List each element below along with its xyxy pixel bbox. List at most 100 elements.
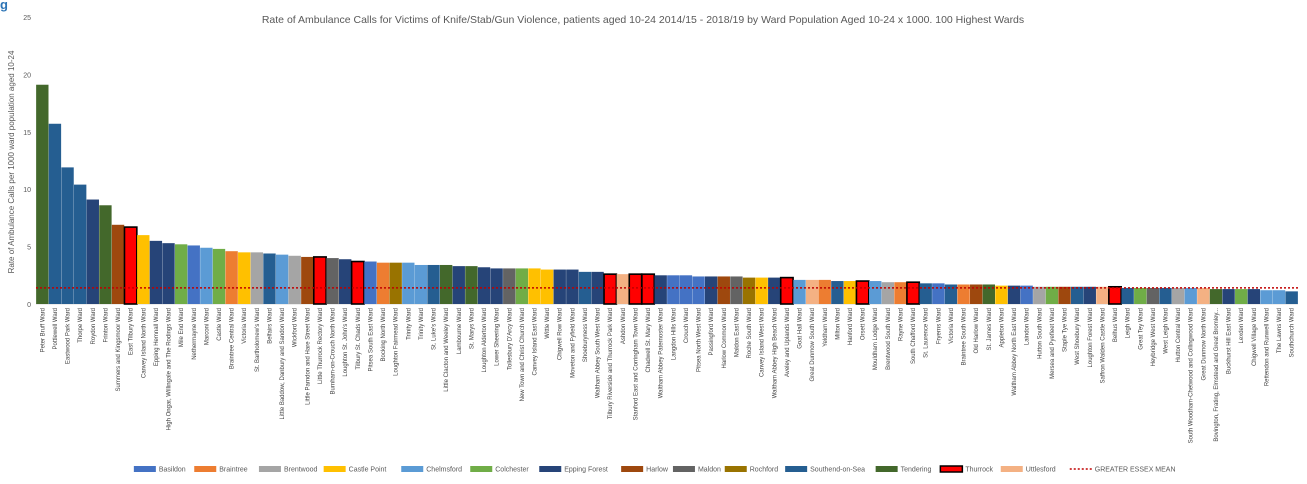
bar xyxy=(982,284,995,304)
x-tick-label: Victoria Ward xyxy=(949,308,955,344)
x-tick-label: Little Baddow, Danbury and Sandon Ward xyxy=(280,308,286,420)
x-tick-label: Great Dunmow South Ward xyxy=(810,308,816,381)
bar xyxy=(742,277,756,304)
bar xyxy=(503,268,516,304)
x-tick-label: Thorpe Ward xyxy=(78,308,84,343)
bar xyxy=(906,281,921,305)
x-tick-label: Laindon Ward xyxy=(1025,308,1031,345)
bar xyxy=(704,276,718,304)
bar xyxy=(263,253,276,304)
x-tick-label: South Woodham-Chetwood and Collingwood W… xyxy=(1189,308,1195,443)
legend-item: Thurrock xyxy=(939,465,993,474)
bar xyxy=(1197,287,1210,304)
bar xyxy=(894,282,907,304)
x-tick-label: Lexden Ward xyxy=(1239,308,1245,343)
legend-swatch xyxy=(258,466,281,472)
x-tick-label: Harlow Common Ward xyxy=(722,308,728,368)
bar xyxy=(528,268,541,304)
bar xyxy=(970,284,983,304)
bar xyxy=(275,254,289,304)
x-tick-label: Wittle Ward xyxy=(545,308,551,339)
bar xyxy=(1007,285,1021,304)
bar xyxy=(755,277,768,304)
x-tick-label: Canvey Island East Ward xyxy=(532,308,538,375)
legend: Basildon Braintree Brentwood Castle Point Ch… xyxy=(133,465,1176,474)
x-tick-label: West Shoebury Ward xyxy=(1075,308,1081,365)
x-tick-label: Little Clacton and Weeley Ward xyxy=(444,308,450,392)
x-tick-label: Canvey Island West Ward xyxy=(760,308,766,377)
bar xyxy=(540,269,554,304)
x-tick-label: Loughton Alderton Ward xyxy=(482,308,488,373)
x-tick-label: High Ongar, Willingale and The Rodings W… xyxy=(167,308,173,430)
x-tick-label: Shoeburyness Ward xyxy=(583,308,589,362)
x-tick-label: Mouldham Lodge Ward xyxy=(873,308,879,370)
x-tick-label: Maldon East Ward xyxy=(734,308,740,357)
x-tick-label: Crouch Ward xyxy=(684,308,690,343)
x-tick-label: Roche South Ward xyxy=(747,308,753,358)
bar xyxy=(1134,287,1147,304)
y-tick-label: 15 xyxy=(23,130,31,137)
x-tick-label: Loughton Fairmead Ward xyxy=(394,308,400,376)
x-tick-label: Castle Ward xyxy=(217,308,223,341)
bar xyxy=(149,240,163,304)
x-tick-label: Southchurch Ward xyxy=(1290,308,1296,357)
bar xyxy=(869,281,882,304)
x-tick-label: Victoria Ward xyxy=(242,308,248,344)
bar xyxy=(1159,287,1172,304)
bar xyxy=(603,273,618,305)
x-tick-label: Waltham Abbey Paternoster Ward xyxy=(659,308,665,398)
x-tick-label: Trinity Ward xyxy=(406,308,412,340)
y-tick-label: 0 xyxy=(27,302,31,309)
bar xyxy=(326,258,339,304)
x-tick-label: Ashdon Ward xyxy=(621,308,627,344)
x-tick-label: Hanford Ward xyxy=(848,308,854,345)
bar xyxy=(831,281,844,304)
x-tick-label: Summers and Kingsmoor Ward xyxy=(116,308,122,391)
bar xyxy=(439,264,453,304)
x-tick-label: St. Bartholomew's Ward xyxy=(255,308,261,372)
bar xyxy=(1070,286,1084,304)
bar xyxy=(1272,290,1286,304)
x-tick-label: Tilbury St. Chads Ward xyxy=(356,308,362,370)
x-tick-label: Belfairs Ward xyxy=(267,308,273,344)
legend-label: Rochford xyxy=(750,467,779,474)
chart-title: Rate of Ambulance Calls for Victims of K… xyxy=(262,14,1024,26)
x-tick-label: Lambourne Ward xyxy=(457,308,463,354)
x-tick-label: Buckhurst Hill East Ward xyxy=(1227,308,1233,374)
x-tick-label: Great Tey Ward xyxy=(1138,308,1144,350)
bar xyxy=(730,276,743,304)
x-tick-label: Appleton Ward xyxy=(999,308,1005,347)
x-tick-label: Langdon Hills Ward xyxy=(671,308,677,360)
bar xyxy=(427,264,440,304)
bar xyxy=(717,276,730,304)
legend-swatch xyxy=(133,466,156,472)
x-tick-label: Bovington, Frating, Elmstead and Great B… xyxy=(1214,308,1220,442)
bar xyxy=(1235,289,1248,304)
bar xyxy=(61,167,74,304)
x-tick-label: Trinity Ward xyxy=(419,308,425,340)
x-tick-label: Little Thurrock Rectory Ward xyxy=(318,308,324,384)
bar xyxy=(250,252,264,304)
x-tick-label: Lower Sheering Ward xyxy=(495,308,501,366)
bar xyxy=(628,273,643,305)
x-tick-label: Mersea and Pyefleet Ward xyxy=(1050,308,1056,379)
bar xyxy=(1083,286,1096,304)
legend-swatch xyxy=(1000,466,1023,472)
bar xyxy=(641,273,656,305)
y-axis-label: Rate of Ambulance Calls per 1000 ward po… xyxy=(7,50,16,273)
x-tick-label: Pitsea South East Ward xyxy=(368,308,374,371)
bar xyxy=(692,276,705,304)
bar xyxy=(414,264,428,304)
bar xyxy=(137,235,150,304)
bar xyxy=(881,282,895,304)
bar xyxy=(350,260,365,305)
x-tick-label: Staple Tye Ward xyxy=(1063,308,1069,352)
x-tick-label: Rettendon and Runwell Ward xyxy=(1264,308,1270,386)
x-tick-label: Saffron Walden Castle Ward xyxy=(1100,308,1106,383)
x-tick-label: Chigwell Village Ward xyxy=(1252,308,1258,366)
legend-label: Brentwood xyxy=(284,467,318,474)
legend-label: Chelmsford xyxy=(426,467,462,474)
bar xyxy=(1184,287,1197,304)
legend-item: Chelmsford xyxy=(401,466,462,474)
